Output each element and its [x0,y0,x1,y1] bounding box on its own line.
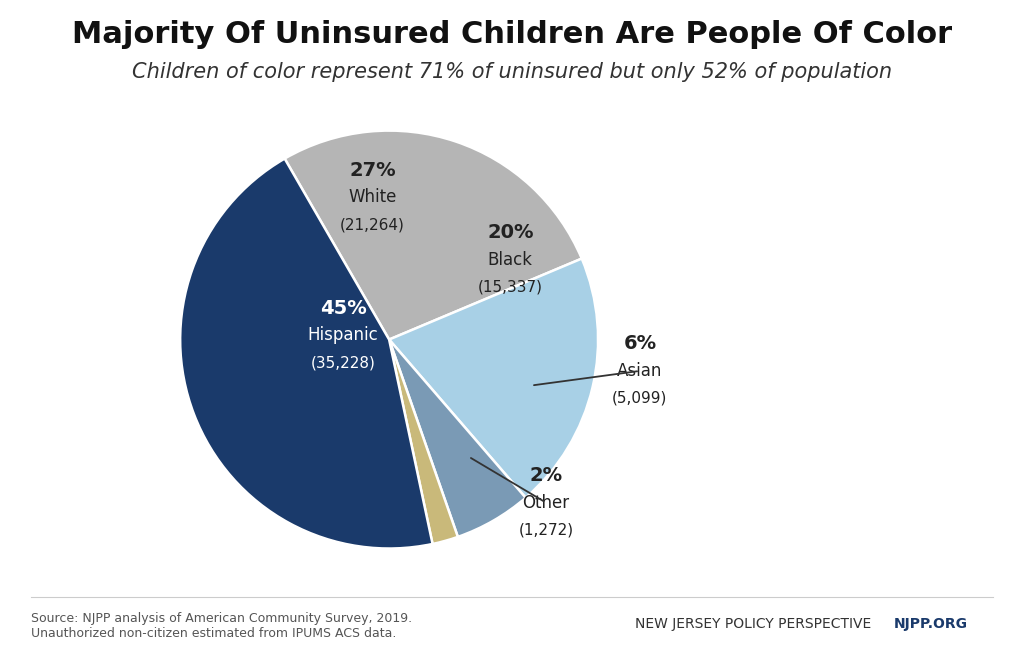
Text: NJPP.ORG: NJPP.ORG [894,616,968,631]
Text: (15,337): (15,337) [478,280,543,295]
Text: 45%: 45% [319,298,367,318]
Text: 2%: 2% [529,466,562,485]
Wedge shape [389,340,525,537]
Text: 27%: 27% [349,161,395,180]
Wedge shape [389,259,598,498]
Text: Majority Of Uninsured Children Are People Of Color: Majority Of Uninsured Children Are Peopl… [72,20,952,48]
Text: (35,228): (35,228) [310,355,376,370]
Text: (21,264): (21,264) [340,217,404,232]
Text: NEW JERSEY POLICY PERSPECTIVE: NEW JERSEY POLICY PERSPECTIVE [635,616,871,631]
Text: Children of color represent 71% of uninsured but only 52% of population: Children of color represent 71% of unins… [132,62,892,82]
Text: 20%: 20% [487,223,534,242]
Text: Asian: Asian [617,362,663,380]
Text: Other: Other [522,494,569,511]
Text: 6%: 6% [624,334,656,353]
Text: Source: NJPP analysis of American Community Survey, 2019.
Unauthorized non-citiz: Source: NJPP analysis of American Commun… [31,612,412,640]
Text: White: White [348,189,396,206]
Wedge shape [285,131,582,340]
Text: (1,272): (1,272) [518,522,573,537]
Text: Black: Black [487,251,532,269]
Text: Hispanic: Hispanic [308,326,379,344]
Wedge shape [180,159,432,549]
Text: (5,099): (5,099) [612,390,668,406]
Wedge shape [389,340,458,544]
